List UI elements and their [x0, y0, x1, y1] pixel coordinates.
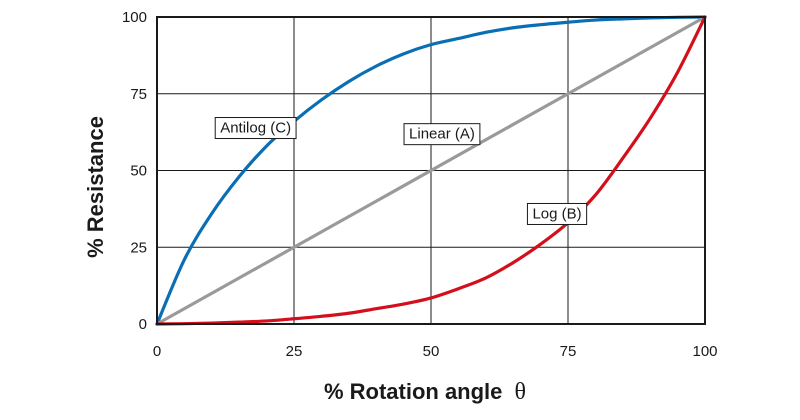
- series-label-box: [403, 123, 481, 146]
- series-label-log-b: Log (B): [526, 202, 588, 225]
- y-tick-label: 25: [130, 239, 147, 256]
- y-tick-labels: 0 25 50 75 100: [122, 9, 147, 333]
- series-label-box: [214, 117, 297, 140]
- series-label-text: Antilog (C): [220, 120, 291, 137]
- series-lines: [155, 15, 707, 326]
- x-tick-label: 0: [153, 343, 161, 360]
- x-tick-label: 100: [692, 343, 717, 360]
- y-tick-label: 100: [122, 9, 147, 26]
- y-tick-label: 75: [130, 86, 147, 103]
- x-axis-title: % Rotation angle θ: [324, 379, 526, 405]
- x-axis-title-text: % Rotation angle: [324, 379, 502, 404]
- series-line-linear-a: [155, 15, 707, 326]
- x-tick-label: 75: [560, 343, 577, 360]
- series-line-log-b: [155, 15, 707, 326]
- series-label-box: [526, 202, 588, 225]
- x-tick-label: 50: [423, 343, 440, 360]
- y-axis-title: % Resistance: [83, 116, 108, 258]
- series-label-antilog-c: Antilog (C): [214, 117, 297, 140]
- series-line-antilog-c: [155, 15, 707, 326]
- series-label-text: Log (B): [532, 205, 581, 222]
- plot-frame: [156, 16, 706, 325]
- y-tick-label: 0: [139, 316, 147, 333]
- y-tick-label: 50: [130, 163, 147, 180]
- series-labels: Antilog (C) Linear (A) Log (B): [214, 117, 588, 225]
- x-tick-label: 25: [286, 343, 303, 360]
- theta-symbol: θ: [515, 379, 527, 405]
- x-tick-labels: 0 25 50 75 100: [153, 343, 718, 360]
- series-label-linear-a: Linear (A): [403, 123, 481, 146]
- series-label-text: Linear (A): [409, 126, 475, 143]
